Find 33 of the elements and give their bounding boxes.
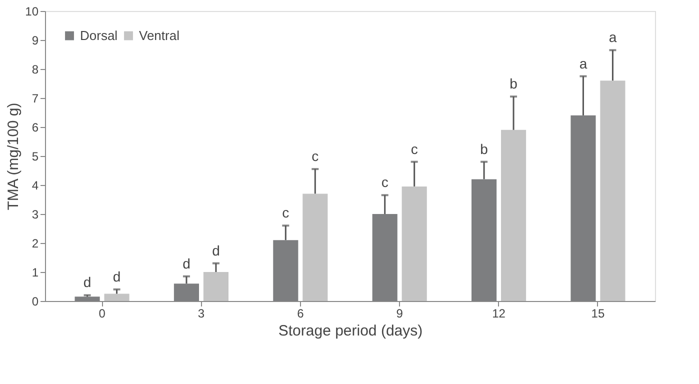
data-label: d — [112, 268, 121, 284]
data-label: b — [480, 140, 488, 157]
data-label: c — [312, 148, 319, 164]
x-tick-label: 9 — [396, 306, 404, 320]
x-tick-label: 0 — [98, 306, 106, 320]
y-tick-label: 2 — [32, 236, 39, 250]
data-label: a — [579, 55, 588, 72]
data-label: d — [212, 242, 220, 258]
y-tick-label: 7 — [32, 92, 39, 106]
x-axis-title: Storage period (days) — [278, 322, 423, 340]
legend-label: Ventral — [139, 28, 180, 43]
data-label: a — [608, 29, 617, 46]
x-tick-label: 12 — [492, 306, 506, 320]
data-label: b — [510, 76, 518, 92]
y-tick-label: 5 — [32, 150, 39, 164]
legend-label: Dorsal — [80, 28, 118, 43]
x-tick-label: 3 — [198, 306, 205, 320]
data-label: d — [83, 274, 92, 290]
data-label: c — [282, 204, 290, 221]
y-tick-label: 9 — [32, 34, 39, 48]
y-tick-label: 0 — [32, 294, 39, 308]
y-tick-label: 6 — [32, 120, 39, 134]
x-tick-label: 15 — [591, 306, 605, 320]
data-label: d — [182, 255, 190, 272]
y-tick-label: 3 — [32, 208, 39, 222]
x-tick-label: 6 — [297, 306, 304, 320]
data-label: c — [410, 140, 418, 157]
y-tick-label: 1 — [32, 266, 39, 280]
y-axis-title: TMA (mg/100 g) — [5, 102, 22, 210]
y-tick-label: 8 — [32, 62, 39, 76]
y-tick-label: 10 — [25, 4, 39, 18]
y-tick-label: 4 — [32, 178, 39, 192]
data-label: c — [381, 174, 388, 190]
